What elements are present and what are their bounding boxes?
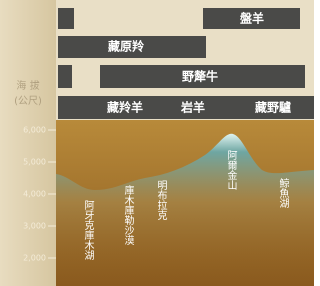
bar-label: 藏原羚 bbox=[108, 39, 145, 54]
tick-label: 4,000 bbox=[23, 190, 46, 199]
bar bbox=[58, 8, 74, 29]
place-label: 明布拉克 bbox=[155, 180, 167, 221]
bar-label: 盤羊 bbox=[239, 11, 264, 26]
place-label: 阿爾金山 bbox=[225, 150, 237, 190]
bar-label: 野犛牛 bbox=[182, 69, 218, 84]
bar-label: 藏野驢 bbox=[255, 100, 291, 115]
axis-title: 海 拔 bbox=[16, 79, 39, 92]
place-label: 庫木庫勒沙漠 bbox=[122, 184, 134, 246]
tick-label: 5,000 bbox=[23, 158, 46, 167]
place-label: 阿牙克庫木湖 bbox=[82, 200, 94, 261]
tick-label: 3,000 bbox=[23, 222, 46, 231]
bar-label: 岩羊 bbox=[180, 100, 205, 115]
tick-label: 2,000 bbox=[23, 254, 46, 263]
bar bbox=[58, 65, 72, 88]
axis-unit: (公尺) bbox=[14, 95, 42, 107]
diagram: 盤羊 藏原羚 野犛牛 藏羚羊 岩羊 藏野驢 海 拔 (公尺) 6,000 5,00… bbox=[0, 0, 314, 286]
place-label: 鯨魚湖 bbox=[277, 177, 289, 209]
tick-label: 6,000 bbox=[23, 126, 46, 135]
axis-strip bbox=[0, 0, 56, 286]
bar-label: 藏羚羊 bbox=[107, 100, 143, 115]
